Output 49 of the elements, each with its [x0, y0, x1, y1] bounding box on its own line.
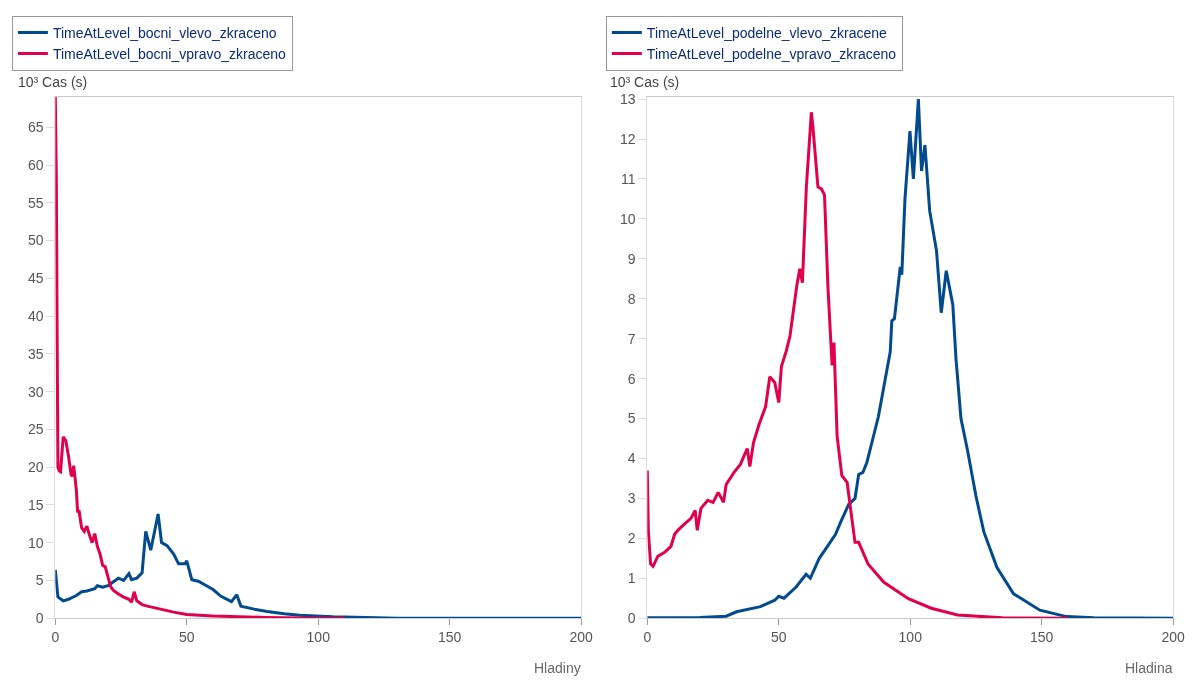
- x-tick-label: 0: [51, 628, 60, 645]
- legend-label: TimeAtLevel_bocni_vpravo_zkraceno: [52, 46, 287, 63]
- x-tick-label: 150: [438, 628, 462, 645]
- x-tick-label: 100: [898, 628, 923, 645]
- legend-label: TimeAtLevel_bocni_vlevo_zkraceno: [52, 24, 277, 41]
- y-tick-label: 1: [627, 570, 636, 587]
- x-tick-label: 100: [306, 628, 331, 645]
- y-tick-label: 50: [27, 232, 44, 249]
- y-axis-title: 10³ Cas (s): [610, 74, 680, 90]
- x-axis-title: Hladiny: [534, 660, 581, 676]
- x-tick-label: 200: [569, 628, 594, 645]
- y-tick-label: 0: [35, 610, 44, 627]
- y-tick-label: 5: [627, 410, 636, 427]
- x-tick-label: 0: [643, 628, 652, 645]
- y-tick-label: 2: [627, 530, 636, 547]
- y-tick-label: 3: [627, 490, 636, 507]
- y-tick-label: 12: [619, 130, 636, 147]
- y-tick-label: 7: [627, 330, 636, 347]
- legend-label: TimeAtLevel_podelne_vlevo_zkracene: [646, 24, 888, 41]
- x-tick-label: 50: [178, 628, 195, 645]
- y-tick-label: 20: [27, 459, 44, 476]
- y-tick-label: 25: [27, 421, 44, 438]
- line-series: [55, 512, 582, 619]
- x-tick-label: 150: [1030, 628, 1054, 645]
- y-axis-title: 10³ Cas (s): [18, 74, 88, 90]
- y-tick-label: 35: [27, 345, 44, 362]
- y-tick-label: 55: [27, 194, 44, 211]
- y-tick-label: 15: [27, 496, 44, 513]
- y-tick-label: 11: [620, 170, 636, 187]
- x-tick-label: 200: [1161, 628, 1186, 645]
- y-tick-label: 60: [27, 156, 44, 173]
- legend-label: TimeAtLevel_podelne_vpravo_zkraceno: [646, 46, 897, 63]
- y-tick-label: 65: [27, 119, 44, 136]
- y-tick-label: 30: [27, 383, 44, 400]
- line-series: [647, 110, 1070, 619]
- y-tick-label: 0: [627, 610, 636, 627]
- y-tick-label: 6: [627, 370, 636, 387]
- y-tick-label: 8: [627, 290, 636, 307]
- y-tick-label: 45: [27, 270, 44, 287]
- line-series: [55, 97, 347, 619]
- y-tick-label: 4: [627, 450, 636, 467]
- y-tick-label: 9: [627, 250, 636, 267]
- y-tick-label: 5: [35, 572, 44, 589]
- x-tick-label: 50: [770, 628, 787, 645]
- y-tick-label: 13: [619, 90, 636, 107]
- y-tick-label: 10: [27, 534, 44, 551]
- x-axis-title: Hladina: [1125, 660, 1173, 676]
- y-tick-label: 10: [619, 210, 636, 227]
- y-tick-label: 40: [27, 308, 44, 324]
